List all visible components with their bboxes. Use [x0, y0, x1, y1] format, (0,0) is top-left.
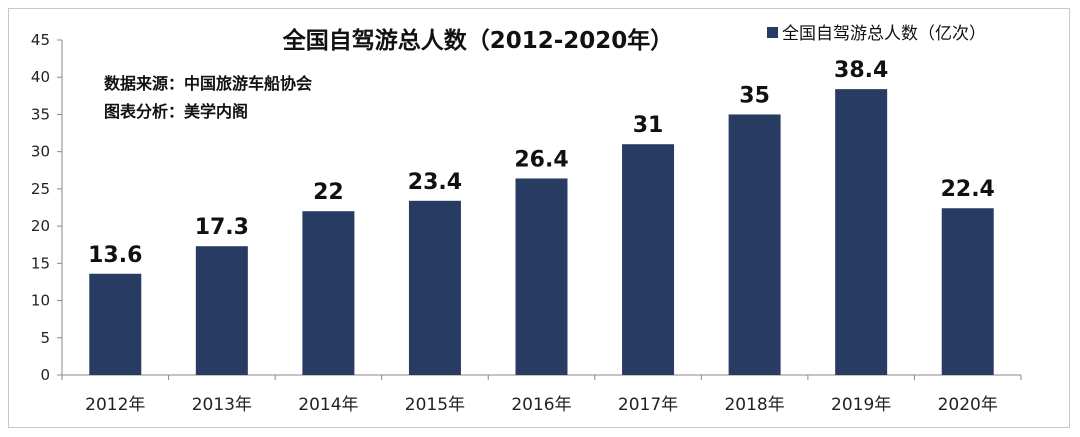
y-tick-label: 10: [31, 292, 50, 310]
x-tick-label: 2015年: [405, 395, 465, 415]
bar: [728, 114, 781, 375]
bar: [195, 246, 248, 375]
x-tick-label: 2012年: [85, 395, 145, 415]
x-tick-label: 2018年: [724, 395, 784, 415]
x-tick-label: 2013年: [192, 395, 252, 415]
y-tick-label: 0: [40, 366, 50, 384]
bar: [408, 200, 461, 375]
bar-value-label: 23.4: [408, 170, 462, 195]
bar-value-label: 31: [633, 113, 664, 138]
bar-value-label: 17.3: [195, 215, 249, 240]
x-tick-label: 2019年: [831, 395, 891, 415]
bar: [89, 273, 142, 375]
x-tick-label: 2016年: [511, 395, 571, 415]
y-tick-label: 5: [40, 329, 50, 347]
bars-group: 13.6 17.3 22 23.4 26.4 31 35 38.4 22.4: [88, 58, 995, 375]
bar-value-label: 38.4: [834, 58, 888, 83]
bar-value-label: 13.6: [88, 243, 142, 268]
bar-value-label: 22: [313, 180, 344, 205]
chart-frame: [8, 8, 1070, 428]
axes: 0 5 10 15 20 25 30 35 40 45 2012年 2013年 2014年 2015年 20…: [31, 31, 1022, 415]
legend-label: 全国自驾游总人数（亿次）: [782, 24, 986, 44]
bar: [515, 178, 568, 375]
x-tick-label: 2020年: [938, 395, 998, 415]
y-tick-label: 45: [31, 31, 50, 49]
legend-swatch: [767, 27, 778, 38]
x-tick-label: 2014年: [298, 395, 358, 415]
bar: [302, 211, 355, 375]
bar-value-label: 26.4: [514, 147, 568, 172]
analysis-note: 图表分析：美学内阁: [104, 102, 248, 121]
y-tick-label: 40: [31, 68, 50, 86]
y-tick-label: 30: [31, 143, 50, 161]
y-tick-label: 20: [31, 217, 50, 235]
y-tick-label: 25: [31, 180, 50, 198]
data-source-note: 数据来源：中国旅游车船协会: [104, 74, 312, 93]
x-tick-label: 2017年: [618, 395, 678, 415]
y-tick-label: 15: [31, 254, 50, 272]
bar: [941, 208, 994, 375]
bar-value-label: 22.4: [941, 177, 995, 202]
y-tick-label: 35: [31, 105, 50, 123]
chart-title: 全国自驾游总人数（2012-2020年）: [282, 27, 674, 54]
bar: [622, 144, 675, 375]
bar: [835, 89, 888, 375]
bar-value-label: 35: [739, 83, 770, 108]
